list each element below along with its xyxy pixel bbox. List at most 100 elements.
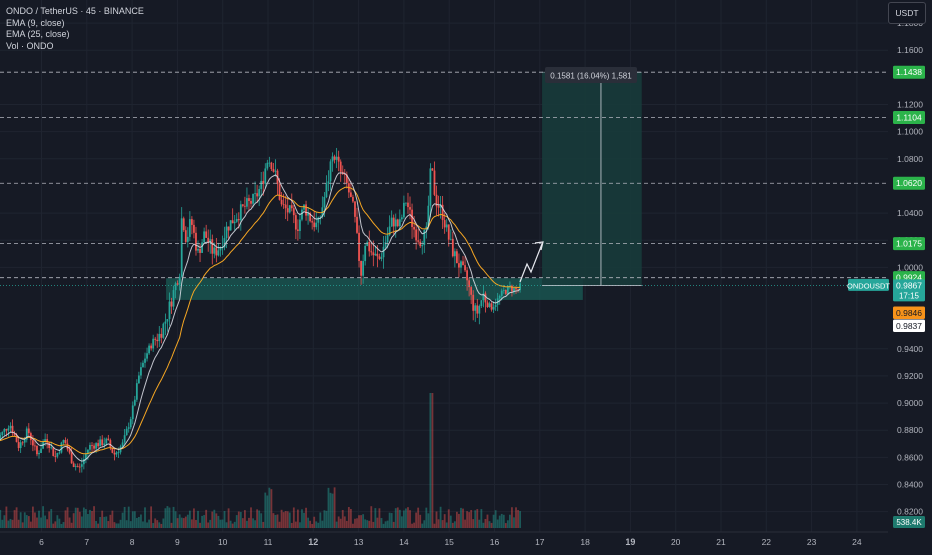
candle-body bbox=[64, 440, 67, 444]
volume-bar bbox=[425, 507, 428, 528]
volume-bar bbox=[325, 510, 328, 528]
candle-body bbox=[409, 207, 411, 210]
volume-legend[interactable]: Vol · ONDO bbox=[6, 40, 54, 51]
candle-body bbox=[117, 452, 120, 454]
candle-body bbox=[125, 428, 128, 436]
volume-bar bbox=[319, 512, 322, 528]
volume-bar bbox=[504, 523, 507, 528]
candle-body bbox=[423, 229, 426, 246]
volume-bar bbox=[307, 517, 309, 528]
volume-bar bbox=[42, 506, 44, 528]
candle-body bbox=[158, 333, 161, 342]
candle-body bbox=[374, 253, 377, 256]
candle-body bbox=[166, 319, 169, 322]
volume-bar bbox=[462, 508, 464, 528]
candle-body bbox=[256, 193, 259, 197]
candle-body bbox=[131, 405, 134, 420]
candle-body bbox=[282, 204, 285, 206]
candle-body bbox=[311, 221, 314, 223]
time-tick-label: 18 bbox=[580, 537, 590, 547]
volume-bar bbox=[87, 514, 89, 528]
volume-bar bbox=[34, 512, 36, 528]
volume-bar bbox=[1, 519, 4, 528]
candle-body bbox=[44, 439, 47, 443]
candle-body bbox=[235, 218, 238, 222]
volume-label-box bbox=[893, 516, 925, 528]
price-axis[interactable]: 1.18001.16001.12001.10001.08001.04001.02… bbox=[847, 0, 932, 550]
volume-bar bbox=[356, 518, 358, 528]
volume-bar bbox=[68, 517, 71, 528]
volume-bar bbox=[29, 521, 32, 528]
volume-bar bbox=[405, 508, 407, 528]
candle-body bbox=[284, 204, 287, 209]
candle-body bbox=[11, 425, 14, 434]
candle-body bbox=[343, 173, 346, 175]
candle-body bbox=[154, 338, 157, 340]
candle-body bbox=[180, 218, 183, 277]
time-tick-label: 10 bbox=[218, 537, 228, 547]
candle-body bbox=[417, 240, 420, 242]
volume-bar bbox=[262, 521, 265, 528]
volume-bar bbox=[217, 515, 220, 528]
candle-body bbox=[160, 333, 163, 338]
candle-body bbox=[517, 289, 519, 291]
volume-bar bbox=[311, 523, 314, 528]
volume-bar bbox=[215, 513, 218, 528]
candle-body bbox=[217, 250, 220, 256]
volume-bar bbox=[140, 514, 142, 528]
volume-bar bbox=[99, 516, 102, 528]
candle-body bbox=[82, 459, 85, 465]
measure-label-box bbox=[545, 67, 637, 83]
candle-body bbox=[91, 444, 93, 446]
volume-bar bbox=[380, 518, 383, 528]
volume-bar bbox=[23, 512, 26, 528]
volume-bar bbox=[219, 519, 222, 528]
time-tick-label: 19 bbox=[625, 537, 635, 547]
price-tick-label: 0.9400 bbox=[897, 344, 923, 354]
candle-body bbox=[184, 230, 187, 242]
candle-body bbox=[176, 283, 179, 285]
candle-body bbox=[315, 222, 318, 228]
volume-bar bbox=[317, 522, 320, 528]
volume-bar bbox=[362, 514, 365, 528]
volume-bar bbox=[321, 520, 324, 528]
volume-bar bbox=[296, 509, 299, 528]
time-tick-label: 11 bbox=[264, 537, 273, 547]
volume-bar bbox=[329, 492, 332, 528]
candle-body bbox=[290, 205, 293, 209]
candle-body bbox=[460, 261, 462, 268]
candle-body bbox=[429, 168, 432, 206]
candle-body bbox=[0, 435, 2, 439]
candle-body bbox=[13, 433, 16, 436]
volume-bar bbox=[384, 521, 387, 528]
level-label: 1.1104 bbox=[896, 113, 922, 123]
candle-body bbox=[215, 247, 218, 256]
candle-body bbox=[101, 439, 104, 446]
candle-body bbox=[478, 306, 481, 314]
ema9-legend[interactable]: EMA (9, close) bbox=[6, 17, 65, 28]
symbol-title[interactable]: ONDO / TetherUS · 45 · BINANCE bbox=[6, 6, 144, 16]
volume-bar bbox=[101, 510, 104, 528]
ema25-legend[interactable]: EMA (25, close) bbox=[6, 29, 70, 39]
currency-button[interactable]: USDT bbox=[888, 2, 926, 24]
volume-bar bbox=[239, 512, 242, 528]
time-axis[interactable]: 6 7 8 9 10 11 12 13 14 15 16 17 18 19 20 21 22 23 24 bbox=[0, 531, 888, 547]
volume-bar bbox=[58, 518, 61, 528]
volume-bar bbox=[11, 519, 14, 528]
candle-body bbox=[472, 294, 475, 311]
volume-bar bbox=[447, 509, 450, 528]
volume-bar bbox=[113, 522, 116, 528]
volume-bar bbox=[201, 515, 203, 528]
volume-bar bbox=[160, 523, 163, 528]
candle-body bbox=[127, 427, 130, 429]
volume-bar bbox=[349, 509, 352, 528]
volume-bar bbox=[429, 393, 432, 528]
level-label-box bbox=[893, 237, 925, 251]
candle-body bbox=[294, 215, 297, 230]
volume-bar bbox=[519, 511, 521, 528]
volume-bar bbox=[443, 514, 446, 528]
horizontal-levels[interactable] bbox=[0, 71, 888, 286]
volume-bar bbox=[184, 516, 187, 528]
candle-body bbox=[511, 285, 513, 292]
